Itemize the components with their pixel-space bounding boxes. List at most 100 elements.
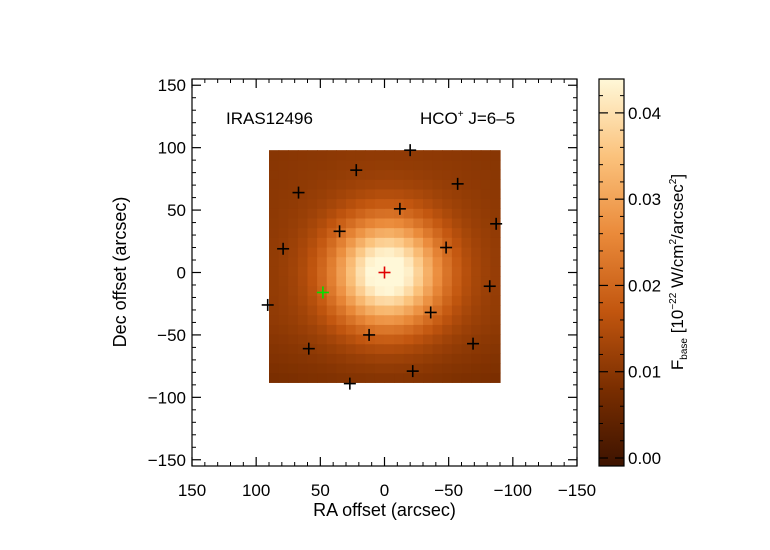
heatmap-cell [317,179,328,190]
heatmap-cell [442,237,453,248]
heatmap-cell [394,343,405,354]
heatmap-cell [490,227,501,238]
heatmap-cell [346,227,357,238]
heatmap-cell [297,198,309,209]
heatmap-cell [490,169,501,180]
heatmap-cell [278,150,289,161]
heatmap-cell [394,353,405,364]
heatmap-cell [423,169,434,180]
y-tick-label: −50 [157,326,186,345]
heatmap-cell [490,208,501,219]
y-tick-label: 0 [177,264,186,283]
heatmap-cell [451,256,463,267]
heatmap-cell [403,159,414,171]
heatmap-cell [336,179,347,190]
heatmap-cell [413,198,424,209]
heatmap-cell [394,150,405,161]
heatmap-cell [269,208,280,219]
heatmap-cell [403,314,414,325]
heatmap-cell [288,237,299,248]
heatmap-cell [326,304,337,316]
colorbar-tick-label: 0.00 [628,449,661,468]
heatmap-cell [317,217,328,229]
heatmap-cell [413,295,424,306]
heatmap-cell [365,208,376,219]
heatmap-cell [423,179,434,190]
heatmap-cell [307,333,318,345]
heatmap-cell [317,208,328,219]
heatmap-cell [403,208,414,219]
heatmap-cell [413,266,424,277]
heatmap-cell [297,324,309,335]
heatmap-cell [394,227,405,238]
heatmap-cell [403,333,414,345]
heatmap-cell [461,217,472,229]
heatmap-cell [336,150,347,161]
y-tick-label: −100 [148,388,186,407]
heatmap-cell [317,227,328,238]
heatmap-cell [432,208,443,219]
heatmap-cell [442,285,453,296]
heatmap-cell [326,227,337,238]
heatmap-cell [490,159,501,171]
heatmap-cell [336,188,347,200]
heatmap-cell [442,304,453,316]
line-annotation: HCO+ J=6–5 [420,109,515,128]
y-axis-label: Dec offset (arcsec) [110,197,130,348]
heatmap-cell [384,304,395,316]
heatmap-cell [374,295,386,306]
heatmap-cell [346,169,357,180]
heatmap-cell [278,324,289,335]
heatmap-cell [374,333,386,345]
heatmap-cell [451,227,463,238]
heatmap-cell [269,275,280,287]
heatmap-cell [365,343,376,354]
heatmap-cell [461,285,472,296]
heatmap-cell [297,227,309,238]
heatmap-cell [288,198,299,209]
heatmap-cell [403,227,414,238]
pointing-marker [302,342,315,355]
heatmap-cell [432,256,443,267]
heatmap-cell [480,333,491,345]
heatmap-cell [384,256,395,267]
heatmap-cell [269,256,280,267]
heatmap-cell [355,227,366,238]
heatmap-cell [471,179,482,190]
heatmap-cell [471,295,482,306]
heatmap-cell [288,353,299,364]
heatmap-cell [394,256,405,267]
heatmap-cell [490,314,501,325]
heatmap-cell [365,353,376,364]
heatmap-cell [461,150,472,161]
heatmap-cell [471,150,482,161]
heatmap-cell [432,227,443,238]
heatmap-cell [278,179,289,190]
heatmap-cell [288,159,299,171]
colorbar-gradient [598,78,625,467]
heatmap-cell [384,169,395,180]
heatmap-cell [394,372,405,383]
heatmap-cell [336,343,347,354]
heatmap-cell [336,159,347,171]
heatmap-cell [355,246,366,258]
heatmap-cell [451,246,463,258]
heatmap-cell [480,266,491,277]
heatmap-cell [288,150,299,161]
heatmap-cell [394,285,405,296]
x-tick-label: −150 [558,481,596,500]
heatmap-cell [336,256,347,267]
markers [261,144,503,390]
heatmap-cell [403,188,414,200]
heatmap-cell [442,333,453,345]
heatmap-cell [471,372,482,383]
heatmap-cell [471,256,482,267]
heatmap-cell [269,188,280,200]
heatmap-cell [471,169,482,180]
heatmap-cell [394,169,405,180]
heatmap-cell [490,372,501,383]
heatmap-cell [432,198,443,209]
heatmap-cell [461,188,472,200]
heatmap-cell [346,237,357,248]
heatmap-cell [423,295,434,306]
